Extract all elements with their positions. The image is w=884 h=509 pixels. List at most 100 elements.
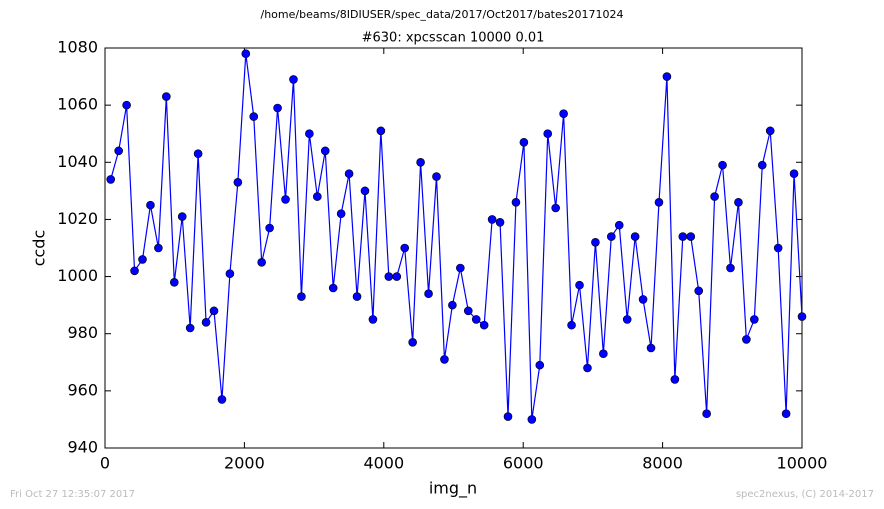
data-point xyxy=(320,146,330,156)
footer-left: Fri Oct 27 12:35:07 2017 xyxy=(10,489,135,500)
data-point xyxy=(138,255,147,264)
data-point xyxy=(368,315,378,324)
data-point xyxy=(463,306,473,316)
data-point xyxy=(408,337,417,347)
data-point xyxy=(106,175,116,184)
data-point xyxy=(305,129,314,139)
data-point xyxy=(146,200,155,210)
data-point xyxy=(336,209,346,219)
data-point xyxy=(177,212,187,221)
suptitle: /home/beams/8IDIUSER/spec_data/2017/Oct2… xyxy=(261,8,624,21)
data-point xyxy=(193,149,203,159)
data-point xyxy=(201,317,211,327)
data-point xyxy=(384,272,394,281)
data-point xyxy=(130,266,139,276)
data-point xyxy=(416,157,425,167)
data-point xyxy=(789,169,799,179)
data-point xyxy=(440,355,449,364)
data-point xyxy=(654,197,664,207)
data-point xyxy=(527,415,537,424)
data-point xyxy=(400,243,410,253)
data-point xyxy=(710,192,719,201)
data-point xyxy=(622,315,632,324)
data-point xyxy=(185,323,195,333)
x-tick-label: 0 xyxy=(100,454,110,473)
data-point xyxy=(169,277,179,287)
data-point xyxy=(694,286,704,296)
data-point xyxy=(551,203,560,213)
x-tick-label: 6000 xyxy=(503,454,544,473)
plot-frame xyxy=(104,47,803,449)
data-point xyxy=(599,349,608,359)
data-point xyxy=(670,375,680,384)
data-point xyxy=(686,232,696,241)
data-point xyxy=(344,169,354,179)
data-point xyxy=(217,395,227,404)
data-point xyxy=(281,195,290,204)
series-line xyxy=(110,53,803,420)
data-point xyxy=(726,263,735,273)
y-tick-label: 1060 xyxy=(57,95,98,114)
data-point xyxy=(519,137,529,147)
data-point xyxy=(241,49,251,59)
data-point xyxy=(225,269,235,279)
x-tick-label: 8000 xyxy=(642,454,683,473)
data-point xyxy=(376,126,386,136)
data-point xyxy=(424,289,433,299)
data-point xyxy=(313,192,322,201)
data-point xyxy=(352,292,362,301)
data-point xyxy=(583,363,592,373)
footer-right: spec2nexus, (C) 2014-2017 xyxy=(736,489,874,500)
y-tick-label: 1000 xyxy=(57,266,98,285)
data-point xyxy=(392,272,402,281)
data-point xyxy=(765,126,775,136)
data-point xyxy=(487,215,497,224)
data-point xyxy=(575,280,584,290)
data-point xyxy=(289,75,298,84)
data-point xyxy=(471,315,481,324)
data-point xyxy=(607,232,616,241)
data-point xyxy=(567,320,576,330)
data-point xyxy=(734,197,743,207)
data-point xyxy=(797,312,807,321)
data-point xyxy=(360,186,370,196)
y-tick-label: 1040 xyxy=(57,152,98,171)
data-point xyxy=(432,172,441,181)
data-point xyxy=(630,232,640,241)
x-tick-label: 10000 xyxy=(777,454,828,473)
data-point xyxy=(233,177,243,187)
data-point xyxy=(273,103,282,113)
data-point xyxy=(162,92,171,101)
data-point xyxy=(742,335,751,344)
data-point xyxy=(750,315,759,324)
x-tick-label: 4000 xyxy=(363,454,404,473)
data-point xyxy=(114,146,123,156)
y-tick-label: 1080 xyxy=(57,38,98,57)
x-tick-label: 2000 xyxy=(224,454,265,473)
data-point xyxy=(448,300,457,310)
data-point xyxy=(638,295,648,304)
data-point xyxy=(479,320,489,330)
y-tick-label: 1020 xyxy=(57,209,98,228)
data-point xyxy=(456,263,465,273)
x-axis-label: img_n xyxy=(429,479,477,499)
data-point xyxy=(614,220,624,230)
y-tick-label: 940 xyxy=(67,438,98,457)
data-point xyxy=(154,243,163,253)
data-point xyxy=(718,160,727,170)
data-point xyxy=(646,343,656,353)
data-point xyxy=(511,197,521,207)
data-point xyxy=(757,160,767,170)
data-point xyxy=(781,409,791,419)
data-point xyxy=(591,237,600,247)
data-point xyxy=(503,412,513,421)
y-tick-label: 980 xyxy=(67,323,98,342)
chart-title: #630: xpcsscan 10000 0.01 xyxy=(362,31,545,46)
y-tick-label: 960 xyxy=(67,380,98,399)
data-point xyxy=(209,306,219,316)
data-point xyxy=(773,243,783,253)
data-point xyxy=(328,283,338,293)
data-point xyxy=(297,292,306,301)
data-point xyxy=(122,100,131,110)
